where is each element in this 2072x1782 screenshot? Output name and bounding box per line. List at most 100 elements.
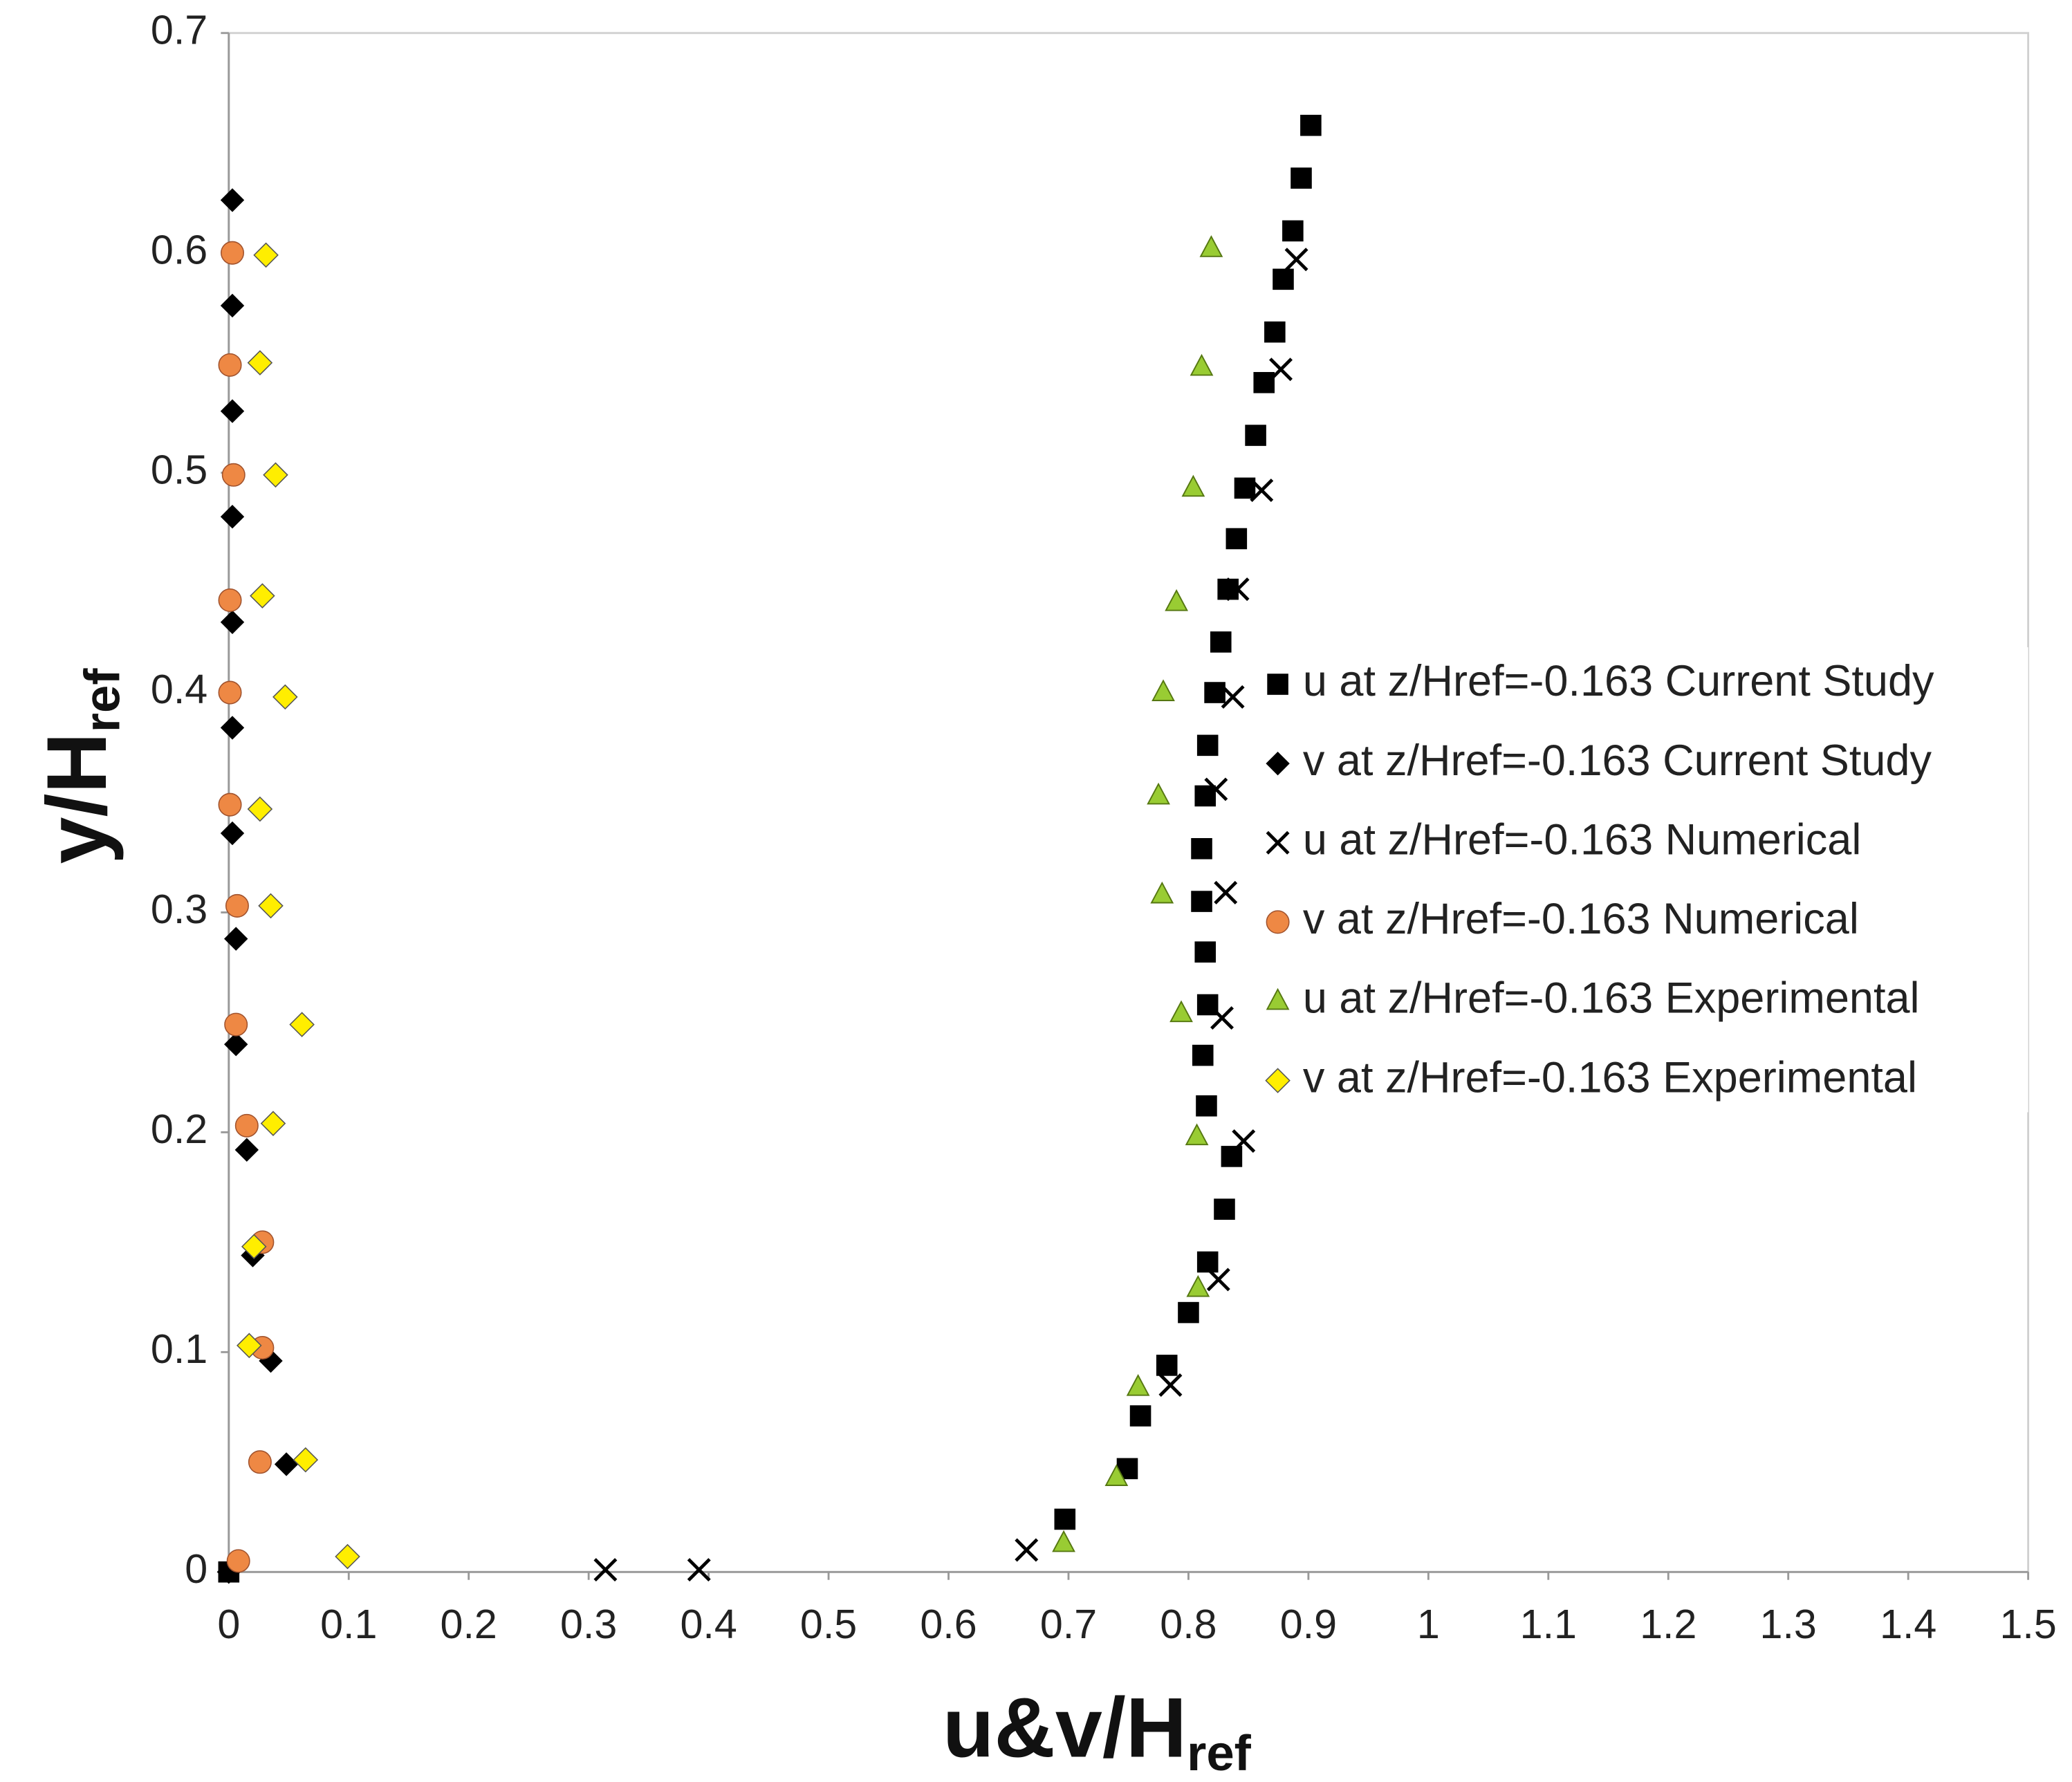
data-point	[1052, 1530, 1075, 1552]
data-point	[1126, 1373, 1150, 1396]
x-tick-label: 0.4	[680, 1601, 737, 1647]
data-point	[226, 1549, 250, 1573]
data-point	[218, 588, 242, 613]
data-point	[1191, 837, 1212, 860]
data-point	[1214, 1198, 1235, 1220]
x-tick-label: 1.3	[1760, 1601, 1817, 1647]
data-point	[220, 610, 245, 635]
y-tick-label: 0	[185, 1546, 207, 1592]
data-point	[1253, 371, 1275, 393]
data-point	[1181, 474, 1205, 497]
legend-marker	[1265, 1068, 1291, 1093]
data-point	[274, 1452, 299, 1476]
data-point	[1204, 682, 1225, 703]
data-point	[1264, 321, 1286, 343]
data-point	[289, 1012, 315, 1037]
data-point	[247, 350, 273, 375]
data-point	[1232, 1129, 1256, 1153]
x-tick-label: 0.9	[1280, 1601, 1337, 1647]
legend-marker	[1267, 674, 1288, 695]
data-point	[1196, 1251, 1219, 1273]
y-tick-label: 0.5	[151, 446, 207, 492]
data-point	[1156, 1355, 1178, 1376]
data-point	[220, 399, 245, 423]
legend-label: v at z/Href=-0.163 Current Study	[1303, 736, 1932, 785]
data-point	[241, 1234, 267, 1260]
y-tick-label: 0.7	[151, 6, 207, 53]
data-point	[1178, 1301, 1199, 1324]
data-point	[1186, 1274, 1210, 1297]
data-point	[220, 821, 245, 846]
data-point	[1196, 1095, 1217, 1117]
data-point	[248, 1450, 272, 1474]
x-tick-label: 0.6	[920, 1601, 977, 1647]
data-point	[247, 796, 273, 822]
data-point	[225, 893, 249, 918]
legend-marker	[1266, 751, 1290, 776]
data-point	[1147, 782, 1170, 805]
data-point	[253, 242, 279, 268]
legend	[1255, 647, 2028, 1113]
data-point	[1150, 881, 1174, 904]
data-point	[1054, 1508, 1076, 1530]
data-point	[1284, 248, 1308, 272]
data-point	[1221, 1146, 1243, 1167]
data-point	[1214, 880, 1238, 904]
x-tick-label: 0.2	[441, 1601, 497, 1647]
data-point	[1269, 358, 1293, 382]
data-point	[259, 1348, 283, 1373]
x-tick-label: 1.4	[1880, 1601, 1936, 1647]
data-point	[1221, 685, 1245, 709]
data-point	[1192, 1044, 1214, 1066]
y-axis-title-main: y/H	[29, 732, 124, 864]
x-axis-title-main: u&v/H	[943, 1680, 1187, 1775]
legend-label: u at z/Href=-0.163 Experimental	[1303, 974, 1920, 1023]
data-point	[293, 1447, 319, 1473]
data-point	[237, 1333, 262, 1359]
data-point	[258, 893, 284, 919]
data-point	[1185, 1123, 1209, 1146]
legend-label: u at z/Href=-0.163 Numerical	[1303, 815, 1862, 864]
data-point	[221, 241, 245, 265]
data-point	[1191, 891, 1212, 912]
data-point	[1210, 1006, 1234, 1030]
data-point	[1250, 479, 1274, 503]
legend-marker	[1266, 910, 1290, 934]
data-point	[1225, 528, 1248, 550]
data-point	[1169, 1000, 1193, 1023]
x-tick-label: 0	[217, 1601, 240, 1647]
data-point	[1300, 115, 1322, 136]
data-point	[263, 462, 288, 488]
data-point	[260, 1111, 286, 1136]
data-point	[1204, 777, 1228, 801]
data-point	[1194, 941, 1217, 963]
data-point	[234, 1138, 259, 1162]
data-point	[234, 1113, 259, 1138]
data-point	[1217, 578, 1239, 600]
y-tick-label: 0.2	[151, 1106, 207, 1152]
x-tick-label: 0.3	[560, 1601, 617, 1647]
y-axis-title-sub: ref	[74, 668, 130, 733]
data-point	[1129, 1405, 1151, 1427]
legend-label: v at z/Href=-0.163 Experimental	[1303, 1053, 1917, 1102]
data-point	[1273, 268, 1294, 290]
data-point	[1015, 1538, 1039, 1562]
x-tick-label: 0.8	[1160, 1601, 1217, 1647]
data-point	[220, 293, 245, 318]
data-point	[272, 684, 298, 710]
legend-label: v at z/Href=-0.163 Numerical	[1303, 895, 1859, 943]
x-tick-label: 0.1	[320, 1601, 377, 1647]
y-tick-label: 0.6	[151, 226, 207, 272]
data-point	[1225, 577, 1250, 602]
data-point	[221, 463, 246, 487]
data-point	[1151, 679, 1175, 701]
data-point	[220, 188, 245, 212]
legend-label: u at z/Href=-0.163 Current Study	[1303, 657, 1934, 705]
x-tick-label: 1.5	[1999, 1601, 2056, 1647]
x-tick-label: 0.5	[800, 1601, 857, 1647]
data-point	[335, 1543, 360, 1570]
legend-marker	[1266, 987, 1290, 1010]
data-point	[1190, 353, 1214, 376]
